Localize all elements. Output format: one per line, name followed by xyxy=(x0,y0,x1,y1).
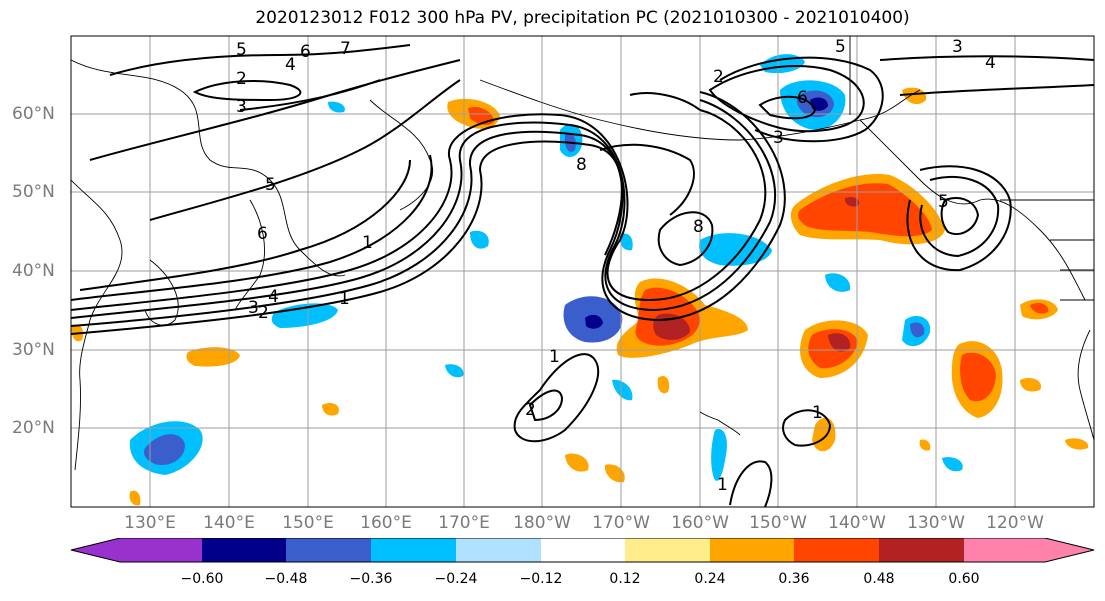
pv-contour-label: 1 xyxy=(362,233,373,253)
lat-label: 40°N xyxy=(12,261,55,281)
lon-label: 160°E xyxy=(360,513,412,533)
lon-label: 130°E xyxy=(124,513,176,533)
precip-positive-region xyxy=(844,197,860,207)
colorbar-tick-label: −0.48 xyxy=(264,571,308,587)
lon-label: 150°E xyxy=(282,513,334,533)
lon-label: 140°W xyxy=(828,513,886,533)
lon-label: 170°E xyxy=(438,513,490,533)
colorbar-segment xyxy=(286,538,371,562)
lat-label: 50°N xyxy=(12,182,55,202)
pv-contour-label: 6 xyxy=(300,42,311,62)
pv-contour-label: 5 xyxy=(938,192,949,212)
pv-contour-label: 7 xyxy=(340,39,351,59)
pv-contour-label: 3 xyxy=(952,37,963,57)
colorbar-segment xyxy=(625,538,710,562)
pv-contour-label: 1 xyxy=(339,289,350,309)
colorbar-segment xyxy=(710,538,794,562)
colorbar-tick-label: 0.24 xyxy=(694,571,726,587)
precip-negative-region xyxy=(328,101,345,113)
pv-contour-label: 1 xyxy=(812,403,823,423)
pv-contour-label: 2 xyxy=(236,69,247,89)
pv-contour-label: 1 xyxy=(549,347,560,367)
colorbar-tick-label: −0.12 xyxy=(519,571,563,587)
colorbar-segment xyxy=(794,538,879,562)
precip-negative-region xyxy=(612,379,633,401)
precip-negative-region xyxy=(470,230,489,249)
colorbar-segment xyxy=(456,538,541,562)
colorbar-segment xyxy=(879,538,964,562)
pv-contour-label: 4 xyxy=(285,55,296,75)
pv-contour-label: 8 xyxy=(576,155,587,175)
precip-positive-region xyxy=(565,453,589,472)
colorbar-tick-label: −0.36 xyxy=(349,571,393,587)
colorbar-tick-label: 0.60 xyxy=(948,571,980,587)
colorbar-segment xyxy=(202,538,286,562)
colorbar-segment xyxy=(71,538,202,562)
precip-positive-region xyxy=(604,464,625,483)
colorbar-segment xyxy=(371,538,456,562)
precip-positive-region xyxy=(1030,302,1049,314)
pv-contour-label: 2 xyxy=(713,67,724,87)
precip-positive-region xyxy=(129,490,141,506)
pv-contour-label: 5 xyxy=(265,175,276,195)
colorbar-tick-label: −0.60 xyxy=(180,571,224,587)
precip-negative-region xyxy=(619,233,633,251)
precip-negative-region xyxy=(711,429,727,481)
precip-positive-region xyxy=(828,333,851,352)
precip-negative-region xyxy=(699,233,772,266)
precip-negative-region xyxy=(585,314,603,329)
lon-label: 180°W xyxy=(513,513,571,533)
colorbar-segment xyxy=(964,538,1094,562)
precip-positive-region xyxy=(1065,438,1089,450)
lat-label: 60°N xyxy=(12,104,55,124)
precip-positive-region xyxy=(1020,378,1041,392)
pv-contour-label: 2 xyxy=(525,400,536,420)
precip-negative-region xyxy=(825,273,851,292)
precip-negative-region xyxy=(445,364,464,378)
colorbar-tick-label: −0.24 xyxy=(434,571,478,587)
precip-negative-region xyxy=(144,434,185,466)
lon-label: 130°W xyxy=(907,513,965,533)
pv-contour-label: 5 xyxy=(835,37,846,57)
pv-contour-label: 1 xyxy=(717,475,728,495)
pv-contour-label: 2 xyxy=(258,303,269,323)
pv-contour-label: 4 xyxy=(268,287,279,307)
pv-contour-label: 6 xyxy=(257,224,268,244)
colorbar-tick-label: 0.12 xyxy=(609,571,641,587)
pv-contour-label: 4 xyxy=(985,53,996,73)
lon-label: 170°W xyxy=(592,513,650,533)
lon-label: 140°E xyxy=(203,513,255,533)
coastlines xyxy=(71,36,1094,471)
lon-label: 150°W xyxy=(749,513,807,533)
precip-negative-region xyxy=(942,457,963,472)
pv-contour-labels: 5 6 7 4 2 3 2 5 3 4 6 5 6 1 4 3 2 1 1 2 … xyxy=(236,37,996,495)
pv-contour-label: 3 xyxy=(248,298,259,318)
lat-label: 20°N xyxy=(12,418,55,438)
pv-contour-label: 5 xyxy=(236,40,247,60)
precip-positive-region xyxy=(657,375,670,394)
map-title: 2020123012 F012 300 hPa PV, precipitatio… xyxy=(255,8,910,28)
colorbar-segment xyxy=(541,538,625,562)
pv-contour-label: 6 xyxy=(797,88,808,108)
precip-positive-region xyxy=(902,87,927,105)
colorbar xyxy=(70,538,1095,563)
precip-positive-region xyxy=(322,403,339,416)
lon-label: 160°W xyxy=(671,513,729,533)
pv-contour-label: 3 xyxy=(773,128,784,148)
lat-label: 30°N xyxy=(12,340,55,360)
precip-negative-region xyxy=(910,322,925,338)
colorbar-tick-label: 0.48 xyxy=(863,571,895,587)
lon-label: 120°W xyxy=(986,513,1044,533)
precip-positive-region xyxy=(919,439,931,451)
precip-positive-region xyxy=(186,347,240,367)
precip-positive-region xyxy=(798,183,932,237)
precip-positive-region xyxy=(960,352,996,402)
pv-contour-label: 8 xyxy=(693,217,704,237)
pv-contour-label: 3 xyxy=(236,97,247,117)
colorbar-tick-label: 0.36 xyxy=(778,571,810,587)
pv-contours xyxy=(71,44,1094,507)
map-frame xyxy=(70,35,1095,508)
graticule xyxy=(71,36,1094,507)
